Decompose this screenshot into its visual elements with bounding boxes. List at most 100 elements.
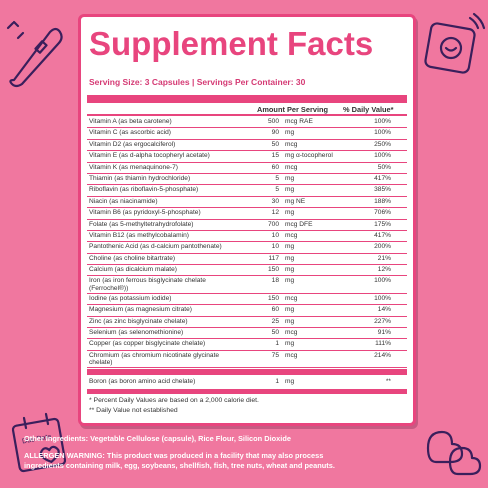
nutrient-amount: 60 xyxy=(271,306,279,314)
nutrient-amount: 25 xyxy=(271,317,279,325)
table-row: Vitamin C (as ascorbic acid) 90 mg 100% xyxy=(87,128,407,140)
due-date-calendar: Due Date xyxy=(6,410,76,480)
nutrient-amount: 5 xyxy=(275,186,279,194)
table-row: Copper (as copper bisglycinate chelate) 1… xyxy=(87,339,407,351)
nutrient-unit: mg xyxy=(285,277,295,285)
boron-divider xyxy=(87,369,407,376)
nutrient-dv: 100% xyxy=(374,294,391,302)
table-row: Boron (as boron amino acid chelate) 1 mg ** xyxy=(87,375,407,395)
header-divider xyxy=(87,114,407,116)
nutrient-amount: 60 xyxy=(271,163,279,171)
nutrient-unit: mg xyxy=(285,209,295,217)
nutrient-name: Choline (as choline bitartrate) xyxy=(89,254,176,262)
nutrient-amount: 30 xyxy=(271,197,279,205)
nutrient-name: Zinc (as zinc bisglycinate chelate) xyxy=(89,317,188,325)
nutrient-amount: 500 xyxy=(267,118,279,125)
table-row: Vitamin E (as d-alpha tocopheryl acetate… xyxy=(87,151,407,163)
table-row: Selenium (as selenomethionine) 50 mcg 91% xyxy=(87,328,407,340)
nutrient-name: Vitamin D2 (as ergocalciferol) xyxy=(89,140,176,148)
thick-divider xyxy=(87,95,407,103)
footnote-not-established: ** Daily Value not established xyxy=(89,407,178,414)
nutrient-unit: mcg xyxy=(285,231,298,239)
nutrient-amount: 10 xyxy=(271,231,279,239)
serving-info: Serving Size: 3 Capsules | Servings Per … xyxy=(89,77,306,87)
nutrient-unit: mg xyxy=(285,129,295,137)
nutrient-dv: 227% xyxy=(374,317,391,325)
other-ingredients: Other Ingredients: Vegetable Cellulose (… xyxy=(24,434,291,443)
nutrient-name: Iron (as iron ferrous bisglycinate chela… xyxy=(89,277,206,292)
nutrient-unit: mg xyxy=(285,306,295,314)
table-row: Folate (as 5-methyltetrahydrofolate) 700 m… xyxy=(87,220,407,231)
nutrient-amount: 150 xyxy=(267,294,279,302)
nutrient-amount: 117 xyxy=(268,254,279,262)
table-row: Vitamin K (as menaquinone-7) 60 mcg 50% xyxy=(87,163,407,174)
nutrient-dv: 200% xyxy=(374,243,391,251)
table-row: Riboflavin (as riboflavin-5-phosphate) 5 m… xyxy=(87,185,407,197)
nutrient-name: Copper (as copper bisglycinate chelate) xyxy=(89,340,206,348)
nutrient-unit: mcg xyxy=(285,140,298,148)
nutrient-amount: 700 xyxy=(267,220,279,228)
nutrient-unit: mg xyxy=(285,174,295,182)
nutrient-amount: 1 xyxy=(275,340,279,348)
nutrient-dv: 250% xyxy=(374,140,391,148)
panel-title: Supplement Facts xyxy=(89,25,374,62)
nutrient-dv: 111% xyxy=(375,340,391,348)
nutrient-unit: mcg xyxy=(285,329,298,337)
nutrient-unit: mg xyxy=(285,317,295,325)
nutrient-unit: mg xyxy=(285,266,295,274)
table-row: Pantothenic Acid (as d-calcium pantothen… xyxy=(87,242,407,254)
nutrient-dv: 417% xyxy=(374,231,391,239)
nutrient-amount: 12 xyxy=(271,209,279,217)
nutrient-name: Vitamin B12 (as methylcobalamin) xyxy=(89,231,189,239)
table-row: Iodine (as potassium iodide) 150 mcg 100% xyxy=(87,294,407,306)
table-row: Vitamin D2 (as ergocalciferol) 50 mcg 250% xyxy=(87,140,407,152)
nutrient-unit: mcg RAE xyxy=(285,118,313,125)
nutrient-unit: mg NE xyxy=(285,197,306,205)
nutrient-unit: mcg xyxy=(285,163,298,171)
table-row: Magnesium (as magnesium citrate) 60 mg 14% xyxy=(87,305,407,317)
nutrient-name: Magnesium (as magnesium citrate) xyxy=(89,306,192,314)
nutrient-unit: mg xyxy=(285,378,295,386)
nutrient-amount: 90 xyxy=(271,129,279,137)
nutrient-amount: 75 xyxy=(271,351,279,359)
nutrient-name: Pantothenic Acid (as d-calcium pantothen… xyxy=(89,243,222,251)
nutrient-name: Vitamin E (as d-alpha tocopheryl acetate… xyxy=(89,152,210,160)
nutrient-amount: 50 xyxy=(271,140,279,148)
nutrient-name: Vitamin A (as beta carotene) xyxy=(89,118,172,125)
nutrient-dv: 21% xyxy=(377,254,391,262)
nutrient-unit: mcg DFE xyxy=(285,220,313,228)
nutrient-dv: 175% xyxy=(374,220,391,228)
allergen-warning-line1: ALLERGEN WARNING: This product was produ… xyxy=(24,451,324,460)
nutrient-name: Calcium (as dicalcium malate) xyxy=(89,266,177,274)
nutrient-amount: 1 xyxy=(275,378,279,386)
nutrient-unit: mg xyxy=(285,186,295,194)
table-row: Thiamin (as thiamin hydrochloride) 5 mg 417… xyxy=(87,174,407,186)
pregnancy-test-icon xyxy=(6,20,63,88)
dv-header: % Daily Value* xyxy=(343,105,394,114)
nutrient-dv: 100% xyxy=(374,129,391,137)
nutrient-unit: mg xyxy=(285,243,295,251)
nutrient-name: Thiamin (as thiamin hydrochloride) xyxy=(89,174,191,182)
table-row: Iron (as iron ferrous bisglycinate chela… xyxy=(87,276,407,294)
nutrient-table: Vitamin A (as beta carotene) 500 mcg RAE 10… xyxy=(87,117,407,395)
nutrient-name: Chromium (as chromium nicotinate glycina… xyxy=(89,351,220,367)
table-row: Vitamin A (as beta carotene) 500 mcg RAE 10… xyxy=(87,117,407,129)
nutrient-amount: 5 xyxy=(275,174,279,182)
table-row: Vitamin B6 (as pyridoxyl-5-phosphate) 12 m… xyxy=(87,208,407,220)
baby-monitor-icon xyxy=(424,12,486,74)
footnote-dv: * Percent Daily Values are based on a 2,… xyxy=(89,397,259,404)
table-row: Chromium (as chromium nicotinate glycina… xyxy=(87,351,407,369)
nutrient-amount: 150 xyxy=(267,266,279,274)
nutrient-unit: mg xyxy=(285,340,295,348)
table-row: Calcium (as dicalcium malate) 150 mg 12% xyxy=(87,265,407,277)
nutrient-dv: 385% xyxy=(374,186,391,194)
nutrient-name: Folate (as 5-methyltetrahydrofolate) xyxy=(89,220,194,228)
nutrient-name: Riboflavin (as riboflavin-5-phosphate) xyxy=(89,186,199,194)
nutrient-dv: 100% xyxy=(374,118,391,125)
nutrient-name: Vitamin C (as ascorbic acid) xyxy=(89,129,171,137)
nutrient-dv: ** xyxy=(385,378,391,386)
nutrient-name: Boron (as boron amino acid chelate) xyxy=(89,378,196,386)
nutrient-name: Iodine (as potassium iodide) xyxy=(89,294,172,302)
nutrient-unit: mg α-tocopherol xyxy=(285,152,333,160)
nutrient-amount: 50 xyxy=(271,329,279,337)
